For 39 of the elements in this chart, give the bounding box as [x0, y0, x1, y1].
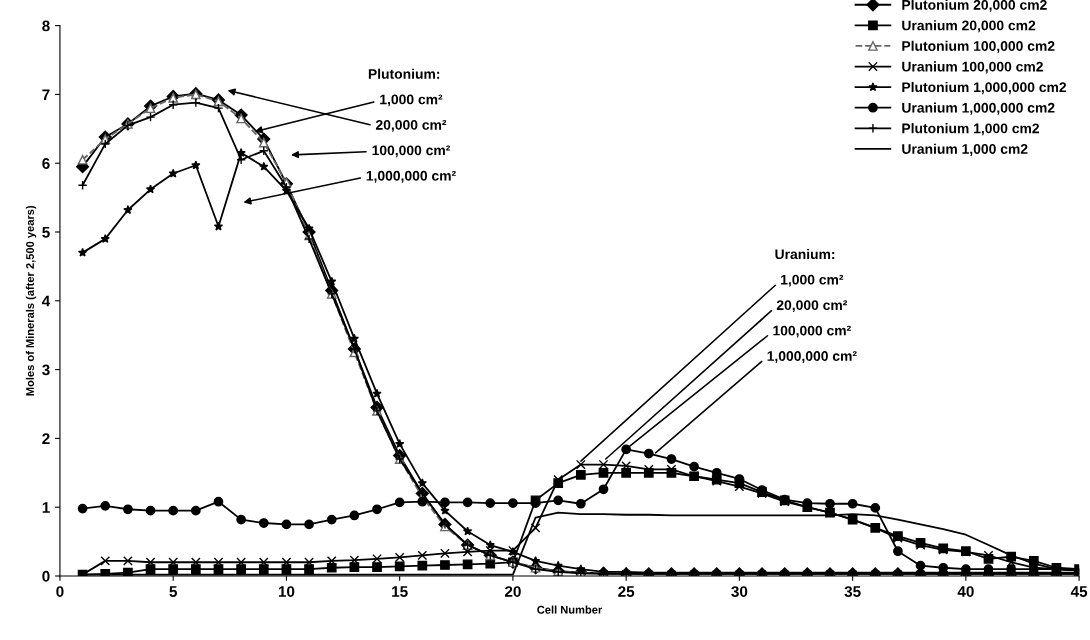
legend-label: Uranium 1,000 cm2: [902, 143, 1028, 156]
legend-label: Plutonium 1,000,000 cm2: [902, 81, 1067, 95]
y-tick-label: 4: [41, 295, 51, 307]
y-tick-label: 1: [42, 502, 50, 513]
x-tick-label: 30: [731, 586, 748, 597]
legend-label: Uranium 1,000,000 cm2: [902, 102, 1055, 115]
legend-label: Plutonium 100,000 cm2: [902, 40, 1055, 53]
annotation: Uranium:: [775, 248, 835, 260]
annotation: 1,000 cm²: [781, 274, 844, 287]
x-tick-label: 35: [844, 586, 861, 597]
legend-label: Plutonium 20,000 cm2: [902, 0, 1047, 12]
x-tick-label: 25: [618, 586, 635, 597]
y-tick-label: 8: [42, 20, 50, 32]
x-tick-label: 15: [392, 586, 408, 597]
x-tick-label: 0: [56, 586, 64, 597]
x-axis-title: Cell Number: [537, 605, 603, 614]
annotation: 1,000,000 cm²: [366, 170, 456, 183]
y-tick-label: 0: [42, 570, 50, 582]
annotation: 100,000 cm²: [372, 145, 451, 158]
x-tick-label: 45: [1070, 586, 1088, 597]
x-tick-label: 5: [169, 586, 178, 597]
annotation: 1,000,000 cm²: [767, 351, 857, 363]
legend-label: Plutonium 1,000 cm2: [902, 123, 1040, 136]
annotation: 20,000 cm²: [776, 300, 848, 313]
y-tick-label: 5: [42, 227, 50, 238]
x-tick-label: 20: [504, 586, 521, 597]
legend-label: Uranium 20,000 cm2: [902, 20, 1036, 33]
y-tick-label: 6: [42, 158, 50, 169]
y-tick-label: 7: [42, 89, 50, 100]
y-tick-label: 3: [42, 364, 50, 376]
y-tick-label: 2: [42, 433, 50, 444]
annotation: 100,000 cm²: [773, 325, 851, 338]
x-tick-label: 40: [957, 586, 974, 597]
x-tick-label: 10: [278, 586, 295, 597]
annotation: 20,000 cm²: [375, 119, 447, 132]
legend-label: Uranium 100,000 cm2: [902, 61, 1043, 74]
annotation: 1,000 cm²: [380, 94, 443, 107]
annotation: Plutonium:: [368, 68, 440, 79]
y-axis-title: Moles of Minerals (after 2,500 years): [25, 205, 37, 396]
